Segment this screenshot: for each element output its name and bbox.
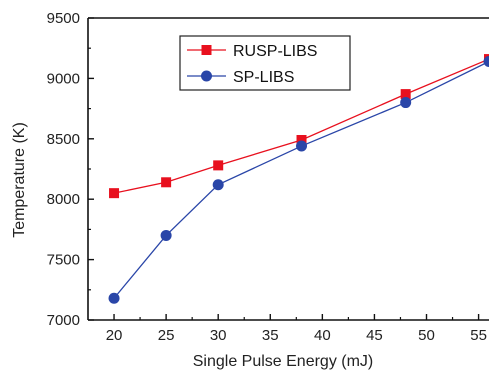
data-point-sp-libs <box>212 179 224 191</box>
legend-marker-sp-libs <box>201 70 212 82</box>
data-point-rusp-libs <box>296 135 307 146</box>
y-tick-label: 9500 <box>47 10 80 27</box>
legend-label-rusp-libs: RUSP-LIBS <box>233 43 317 60</box>
data-point-sp-libs <box>108 292 120 304</box>
y-tick-label: 8000 <box>47 191 80 208</box>
series-layer <box>108 54 489 304</box>
data-point-sp-libs <box>483 55 489 67</box>
x-tick-label: 25 <box>158 327 175 344</box>
x-tick-label: 30 <box>210 327 227 344</box>
data-point-sp-libs <box>160 229 172 241</box>
data-point-rusp-libs <box>213 160 224 171</box>
legend-marker-rusp-libs <box>201 45 212 55</box>
y-axis-title: Temperature (K) <box>11 122 28 238</box>
y-tick-label: 7000 <box>47 312 80 329</box>
x-tick-label: 40 <box>314 327 331 344</box>
data-point-rusp-libs <box>400 89 411 100</box>
x-tick-label: 20 <box>106 327 123 344</box>
y-tick-label: 7500 <box>47 252 80 269</box>
data-point-sp-libs <box>400 97 412 109</box>
axes: 20 25 30 35 40 45 50 55 7000 7500 8000 8500 9000 9500 <box>47 10 489 344</box>
y-tick-label: 8500 <box>47 131 80 148</box>
series-line-sp-libs <box>113 60 489 299</box>
x-tick-label: 50 <box>418 327 435 344</box>
data-point-rusp-libs <box>161 177 172 188</box>
x-tick-label: 45 <box>366 327 383 344</box>
data-point-sp-libs <box>296 140 308 152</box>
legend-label-sp-libs: SP-LIBS <box>233 69 294 86</box>
series-line-rusp-libs <box>113 58 489 194</box>
x-tick-label: 55 <box>470 327 487 344</box>
legend: RUSP-LIBS SP-LIBS <box>179 35 351 91</box>
x-axis-title: Single Pulse Energy (mJ) <box>193 353 374 370</box>
y-tick-label: 9000 <box>47 70 80 87</box>
x-tick-label: 35 <box>262 327 279 344</box>
data-point-rusp-libs <box>109 188 120 199</box>
